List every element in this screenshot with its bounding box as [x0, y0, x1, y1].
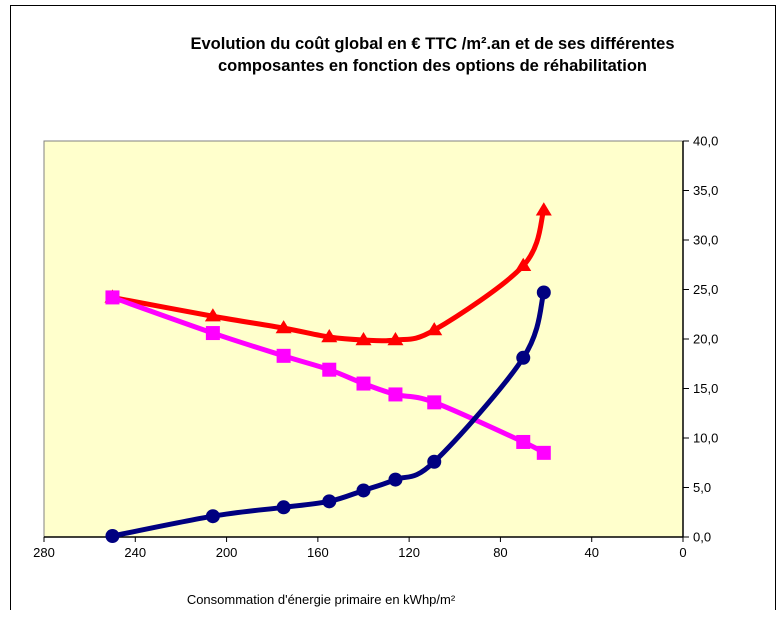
x-tick-label: 0	[679, 545, 686, 560]
x-ticks: 280 240 200 160 120 80 40 0	[33, 537, 687, 560]
data-point-circle	[105, 529, 120, 544]
series-magenta-square	[105, 290, 551, 460]
data-point-square	[516, 434, 531, 449]
data-point-circle	[516, 350, 531, 365]
y-tick-label: 25,0	[693, 282, 718, 297]
chart-frame	[10, 5, 776, 610]
data-point-circle	[427, 454, 442, 469]
x-tick-label: 200	[216, 545, 238, 560]
data-point-circle	[205, 509, 220, 524]
data-point-square	[427, 395, 442, 410]
series-layer	[104, 202, 552, 544]
x-tick-label: 240	[124, 545, 146, 560]
x-axis-label: Consommation d'énergie primaire en kWhp/…	[187, 592, 456, 607]
data-point-triangle	[426, 322, 443, 336]
data-point-triangle	[535, 202, 552, 216]
y-tick-label: 30,0	[693, 233, 718, 248]
x-tick-label: 40	[584, 545, 598, 560]
x-tick-label: 280	[33, 545, 55, 560]
x-tick-label: 120	[398, 545, 420, 560]
data-point-circle	[388, 472, 403, 487]
data-point-square	[276, 348, 291, 363]
y-tick-label: 40,0	[693, 134, 718, 149]
y-tick-label: 20,0	[693, 332, 718, 347]
y-tick-label: 35,0	[693, 183, 718, 198]
y-tick-label: 15,0	[693, 381, 718, 396]
series-navy-circle	[105, 285, 551, 544]
data-point-triangle	[275, 320, 292, 334]
data-point-square	[356, 376, 371, 391]
chart-title: Evolution du coût global en € TTC /m².an…	[190, 35, 675, 75]
x-tick-label: 80	[493, 545, 507, 560]
data-point-square	[536, 445, 551, 460]
data-point-circle	[276, 500, 291, 515]
data-point-triangle	[355, 331, 372, 346]
data-point-triangle	[515, 257, 532, 271]
y-ticks: 0,0 5,0 10,0 15,0 20,0 25,0 30,0 35,0 40,0	[683, 134, 718, 545]
data-point-square	[205, 326, 220, 341]
data-point-square	[105, 290, 120, 305]
data-point-square	[322, 362, 337, 377]
data-point-square	[388, 387, 403, 402]
y-tick-label: 0,0	[693, 530, 711, 545]
x-tick-label: 160	[307, 545, 329, 560]
data-point-circle	[322, 494, 337, 509]
data-point-triangle	[204, 308, 221, 322]
y-tick-label: 5,0	[693, 480, 711, 495]
data-point-circle	[536, 285, 551, 300]
data-point-circle	[356, 483, 371, 498]
data-point-triangle	[321, 329, 338, 343]
data-point-triangle	[387, 331, 404, 346]
y-tick-label: 10,0	[693, 431, 718, 446]
